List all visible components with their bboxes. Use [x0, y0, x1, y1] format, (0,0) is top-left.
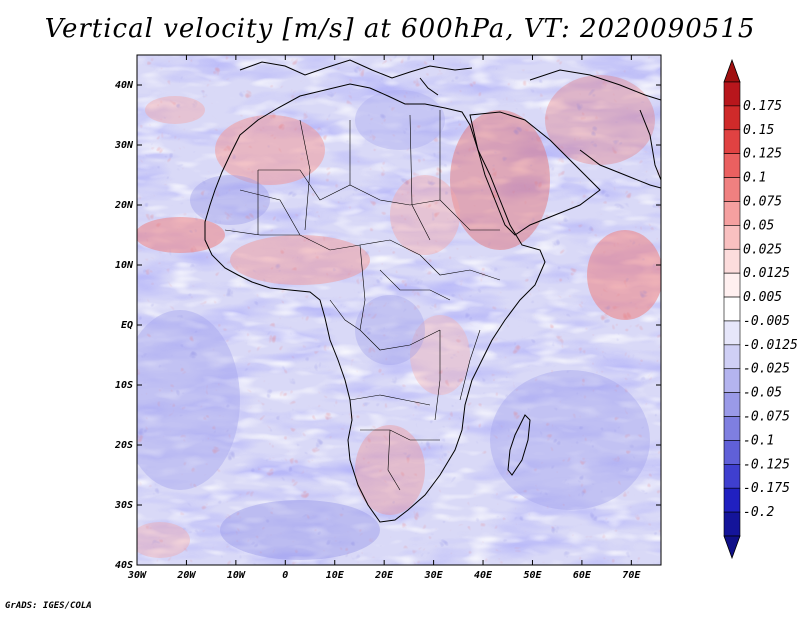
colorbar-label: 0.075 — [743, 194, 782, 209]
colorbar-swatch — [723, 320, 741, 346]
y-tick-label: 30N — [114, 140, 134, 151]
y-tick-label: 40N — [115, 80, 134, 91]
colorbar-label: 0.025 — [743, 242, 782, 257]
plot-frame — [136, 54, 662, 566]
colorbar-swatch — [723, 153, 741, 178]
colorbar-label: -0.1 — [743, 433, 774, 448]
colorbar-label: -0.175 — [743, 481, 790, 496]
colorbar-label: 0.15 — [743, 123, 774, 138]
vertical-velocity-field — [137, 55, 661, 565]
colorbar-swatch — [723, 225, 741, 250]
colorbar-label: -0.075 — [743, 410, 790, 425]
colorbar-swatch — [723, 487, 741, 513]
colorbar-swatch — [723, 416, 741, 441]
y-tick-label: 20N — [114, 200, 134, 211]
x-tick-label: 30W — [127, 570, 147, 581]
colorbar-label: 0.175 — [743, 99, 782, 114]
colorbar-swatch — [723, 368, 741, 393]
colorbar-label: 0.0125 — [743, 266, 790, 281]
colorbar-bottom-arrow — [723, 535, 741, 560]
colorbar-label: -0.2 — [743, 505, 774, 520]
colorbar-swatch — [723, 440, 741, 465]
colorbar-top-arrow — [723, 58, 741, 83]
country-borders — [224, 110, 501, 491]
colorbar-swatch — [723, 177, 741, 202]
x-tick-label: 40E — [474, 570, 493, 581]
x-tick-label: 10E — [326, 570, 345, 581]
y-axis: 40N 30N 20N 10N EQ 10S 20S 30S 40S — [114, 80, 661, 571]
colorbar-label: -0.005 — [743, 314, 790, 329]
x-axis: 30W 20W 10W 0 10E 20E 30E 40E 50E 60E 70E — [127, 55, 641, 581]
colorbar-label: -0.025 — [743, 362, 790, 377]
colorbar-swatch — [723, 129, 741, 154]
colorbar-swatch — [723, 248, 741, 274]
y-tick-label: EQ — [121, 320, 133, 331]
x-tick-label: 70E — [622, 570, 641, 581]
x-tick-label: 20E — [374, 570, 394, 581]
colorbar-label: -0.05 — [743, 386, 782, 401]
colorbar-label: 0.125 — [743, 147, 782, 162]
y-tick-label: 10S — [115, 380, 133, 391]
x-tick-label: 50E — [523, 570, 542, 581]
colorbar-label: -0.0125 — [743, 338, 798, 353]
colorbar-label: -0.125 — [743, 457, 790, 472]
colorbar-swatch — [723, 296, 741, 322]
figure-title: Vertical velocity [m/s] at 600hPa, VT: 2… — [44, 14, 756, 44]
colorbar-swatch — [723, 201, 741, 226]
colorbar-label: 0.1 — [743, 171, 766, 186]
colorbar-swatch — [723, 392, 741, 417]
y-tick-label: 10N — [115, 260, 134, 271]
colorbar-label: 0.005 — [743, 290, 782, 305]
x-tick-label: 0 — [282, 570, 288, 581]
colorbar: 0.175 0.15 0.125 0.1 0.075 0.05 0.025 0.0125 0.0… — [723, 58, 798, 560]
x-tick-label: 60E — [573, 570, 592, 581]
colorbar-swatch — [723, 105, 741, 131]
colorbar-label: 0.05 — [743, 218, 774, 233]
x-tick-label: 20W — [176, 570, 196, 581]
colorbar-swatch — [723, 464, 741, 489]
colorbar-swatch — [723, 272, 741, 298]
colorbar-swatch — [723, 511, 741, 537]
x-tick-label: 10W — [227, 570, 246, 581]
colorbar-swatch — [723, 344, 741, 370]
y-tick-label: 40S — [115, 560, 133, 571]
coastlines — [204, 59, 661, 523]
y-tick-label: 20S — [114, 440, 133, 451]
grads-credit: GrADS: IGES/COLA — [5, 601, 92, 611]
x-tick-label: 30E — [424, 570, 444, 581]
y-tick-label: 30S — [114, 500, 133, 511]
colorbar-swatch — [723, 81, 741, 107]
